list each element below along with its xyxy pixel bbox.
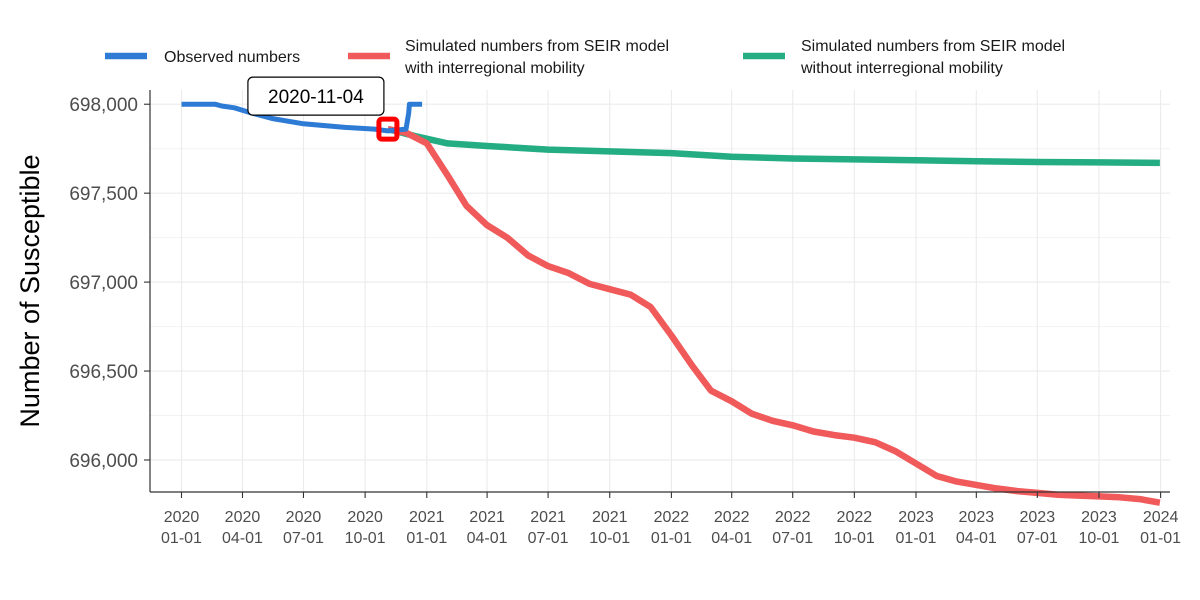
x-tick-label-year: 2024 — [1143, 509, 1179, 526]
x-tick-label-date: 01-01 — [651, 530, 692, 547]
legend-item-observed-label: Observed numbers — [164, 49, 300, 66]
x-tick-label-date: 10-01 — [1079, 530, 1120, 547]
x-tick-label-year: 2021 — [530, 509, 566, 526]
x-tick-label-date: 01-01 — [896, 530, 937, 547]
annotation-layer: 2020-11-04 — [247, 76, 400, 142]
series-line-without-mobility — [387, 125, 1160, 167]
x-tick-label-date: 04-01 — [711, 530, 752, 547]
x-tick-label-year: 2020 — [225, 509, 261, 526]
x-tick-label-year: 2020 — [164, 509, 200, 526]
x-tick-label-year: 2022 — [654, 509, 690, 526]
x-tick-label-date: 10-01 — [834, 530, 875, 547]
x-tick-label-date: 01-01 — [406, 530, 447, 547]
x-tick-label-date: 07-01 — [528, 530, 569, 547]
x-tick-label-year: 2022 — [837, 509, 873, 526]
series-line-observed — [181, 101, 423, 134]
x-tick-label-year: 2023 — [1081, 509, 1117, 526]
annotation-marker — [376, 116, 400, 142]
x-tick-label-date: 07-01 — [772, 530, 813, 547]
legend: Observed numbers Simulated numbers from S… — [105, 38, 1065, 77]
x-axis-ticks: 2020 01-01 2020 04-01 2020 07-01 2020 10-01 2021… — [161, 492, 1181, 547]
y-tick-label: 697,000 — [69, 273, 138, 294]
annotation-label-box — [247, 76, 385, 116]
legend-item-with-mobility-label-line1: Simulated numbers from SEIR model — [405, 38, 669, 55]
x-tick-label-year: 2023 — [959, 509, 995, 526]
x-tick-label-date: 04-01 — [467, 530, 508, 547]
x-tick-label-year: 2020 — [347, 509, 383, 526]
y-axis-ticks: 696,000 696,500 697,000 697,500 698,000 — [69, 95, 150, 472]
x-tick-label-date: 07-01 — [1017, 530, 1058, 547]
legend-item-without-mobility-label-line1: Simulated numbers from SEIR model — [801, 38, 1065, 55]
x-tick-label-date: 01-01 — [1140, 530, 1181, 547]
major-grid — [150, 90, 1170, 492]
x-tick-label-year: 2020 — [286, 509, 322, 526]
minor-grid — [150, 148, 1170, 417]
legend-item-without-mobility-label-line2: without interregional mobility — [800, 60, 1003, 77]
x-tick-label-date: 10-01 — [345, 530, 386, 547]
x-tick-label-year: 2021 — [469, 509, 505, 526]
x-tick-label-date: 07-01 — [283, 530, 324, 547]
x-tick-label-year: 2022 — [714, 509, 750, 526]
x-tick-label-year: 2021 — [592, 509, 628, 526]
y-axis-title: Number of Susceptible — [15, 154, 45, 427]
x-tick-label-year: 2021 — [409, 509, 445, 526]
x-tick-label-year: 2023 — [1020, 509, 1056, 526]
y-tick-label: 696,500 — [69, 362, 138, 383]
x-tick-label-year: 2022 — [775, 509, 811, 526]
y-tick-label: 697,500 — [69, 184, 138, 205]
y-tick-label: 696,000 — [69, 451, 138, 472]
legend-item-with-mobility-label-line2: with interregional mobility — [404, 60, 585, 77]
x-tick-label-date: 04-01 — [222, 530, 263, 547]
x-tick-label-date: 04-01 — [956, 530, 997, 547]
x-tick-label-date: 01-01 — [161, 530, 202, 547]
x-tick-label-date: 10-01 — [589, 530, 630, 547]
x-tick-label-year: 2023 — [898, 509, 934, 526]
annotation-label: 2020-11-04 — [268, 87, 364, 108]
y-tick-label: 698,000 — [69, 95, 138, 116]
